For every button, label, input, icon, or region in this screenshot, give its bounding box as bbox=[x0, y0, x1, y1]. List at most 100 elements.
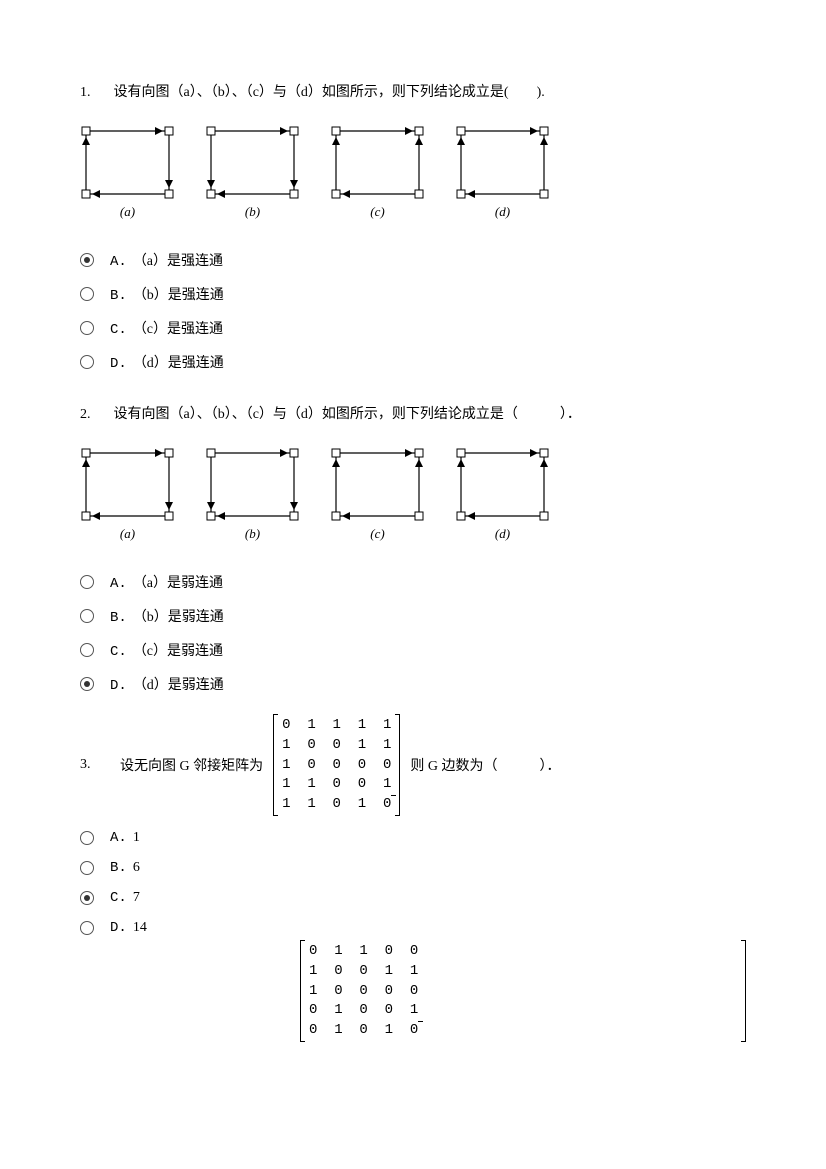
directed-graph-diagram bbox=[205, 447, 300, 522]
option-body: （a）是弱连通 bbox=[133, 576, 223, 591]
q3-number: 3. bbox=[80, 757, 110, 773]
option-row: A. （a）是弱连通 bbox=[80, 572, 746, 592]
option-row: B. 6 bbox=[80, 860, 746, 876]
radio-button[interactable] bbox=[80, 831, 94, 845]
option-letter: C. bbox=[110, 322, 127, 338]
radio-button[interactable] bbox=[80, 575, 94, 589]
diagram-label: (b) bbox=[245, 204, 260, 220]
option-text: B. 6 bbox=[110, 860, 140, 876]
option-letter: D. bbox=[110, 920, 127, 936]
q3-matrix2-content: 0 1 1 0 0 1 0 0 1 1 1 0 0 0 0 0 1 0 0 1 … bbox=[309, 943, 418, 1037]
option-body: 14 bbox=[133, 920, 147, 935]
option-body: （c）是强连通 bbox=[133, 322, 223, 337]
radio-button[interactable] bbox=[80, 287, 94, 301]
q1-number: 1. bbox=[80, 80, 110, 105]
directed-graph-diagram bbox=[80, 125, 175, 200]
option-text: A. 1 bbox=[110, 830, 140, 846]
q2-number: 2. bbox=[80, 402, 110, 427]
option-body: （a）是强连通 bbox=[133, 254, 223, 269]
option-body: （c）是弱连通 bbox=[133, 644, 223, 659]
option-row: B. （b）是弱连通 bbox=[80, 606, 746, 626]
option-letter: A. bbox=[110, 830, 127, 846]
option-row: A. 1 bbox=[80, 830, 746, 846]
option-body: 1 bbox=[133, 830, 140, 845]
directed-graph-diagram bbox=[205, 125, 300, 200]
option-text: A. （a）是弱连通 bbox=[110, 572, 223, 592]
diagram-(d): (d) bbox=[455, 447, 550, 542]
option-letter: B. bbox=[110, 610, 127, 626]
option-body: 7 bbox=[133, 890, 140, 905]
diagram-label: (b) bbox=[245, 526, 260, 542]
radio-button[interactable] bbox=[80, 861, 94, 875]
option-letter: D. bbox=[110, 678, 127, 694]
radio-button[interactable] bbox=[80, 921, 94, 935]
diagram-label: (c) bbox=[370, 204, 384, 220]
option-text: D. 14 bbox=[110, 920, 147, 936]
option-text: D. （d）是强连通 bbox=[110, 352, 224, 372]
q1-options: A. （a）是强连通 B. （b）是强连通 C. （c）是强连通 D. （d）是强连通 bbox=[80, 250, 746, 372]
directed-graph-diagram bbox=[455, 125, 550, 200]
option-body: 6 bbox=[133, 860, 140, 875]
directed-graph-diagram bbox=[330, 447, 425, 522]
option-letter: B. bbox=[110, 860, 127, 876]
q2-diagrams: (a) (b) (c) (d) bbox=[80, 447, 746, 542]
option-body: （b）是弱连通 bbox=[133, 610, 224, 625]
radio-button[interactable] bbox=[80, 609, 94, 623]
option-text: C. （c）是弱连通 bbox=[110, 640, 223, 660]
option-letter: D. bbox=[110, 356, 127, 372]
directed-graph-diagram bbox=[455, 447, 550, 522]
diagram-label: (a) bbox=[120, 204, 135, 220]
diagram-(c): (c) bbox=[330, 447, 425, 542]
option-text: B. （b）是弱连通 bbox=[110, 606, 224, 626]
diagram-label: (a) bbox=[120, 526, 135, 542]
option-row: D. 14 bbox=[80, 920, 746, 936]
option-text: C. （c）是强连通 bbox=[110, 318, 223, 338]
q3-matrix-content: 0 1 1 1 1 1 0 0 1 1 1 0 0 0 0 1 1 0 0 1 … bbox=[282, 717, 391, 811]
option-text: B. （b）是强连通 bbox=[110, 284, 224, 304]
diagram-(b): (b) bbox=[205, 125, 300, 220]
q1-body: 设有向图（a）、（b）、（c）与（d）如图所示，则下列结论成立是( ). bbox=[114, 85, 545, 100]
diagram-(b): (b) bbox=[205, 447, 300, 542]
q1-diagrams: (a) (b) (c) (d) bbox=[80, 125, 746, 220]
q2-options: A. （a）是弱连通 B. （b）是弱连通 C. （c）是弱连通 D. （d）是弱连通 bbox=[80, 572, 746, 694]
option-row: B. （b）是强连通 bbox=[80, 284, 746, 304]
option-row: C. 7 bbox=[80, 890, 746, 906]
diagram-label: (d) bbox=[495, 526, 510, 542]
option-letter: A. bbox=[110, 254, 127, 270]
option-text: D. （d）是弱连通 bbox=[110, 674, 224, 694]
radio-button[interactable] bbox=[80, 355, 94, 369]
diagram-label: (c) bbox=[370, 526, 384, 542]
diagram-(a): (a) bbox=[80, 447, 175, 542]
option-letter: B. bbox=[110, 288, 127, 304]
diagram-label: (d) bbox=[495, 204, 510, 220]
q3-matrix2-wrap: 0 1 1 0 0 1 0 0 1 1 1 0 0 0 0 0 1 0 0 1 … bbox=[300, 940, 746, 1042]
q2-body: 设有向图（a）、（b）、（c）与（d）如图所示，则下列结论成立是（ ）． bbox=[114, 407, 581, 422]
diagram-(a): (a) bbox=[80, 125, 175, 220]
option-row: D. （d）是弱连通 bbox=[80, 674, 746, 694]
radio-button[interactable] bbox=[80, 321, 94, 335]
radio-button[interactable] bbox=[80, 677, 94, 691]
radio-button[interactable] bbox=[80, 891, 94, 905]
option-row: C. （c）是强连通 bbox=[80, 318, 746, 338]
q2-text: 2. 设有向图（a）、（b）、（c）与（d）如图所示，则下列结论成立是（ ）． bbox=[80, 402, 746, 427]
option-text: C. 7 bbox=[110, 890, 140, 906]
diagram-(c): (c) bbox=[330, 125, 425, 220]
q3-row: 3. 设无向图 G 邻接矩阵为 0 1 1 1 1 1 0 0 1 1 1 0 … bbox=[80, 714, 746, 816]
directed-graph-diagram bbox=[80, 447, 175, 522]
option-row: C. （c）是弱连通 bbox=[80, 640, 746, 660]
option-body: （d）是强连通 bbox=[133, 356, 224, 371]
q1-text: 1. 设有向图（a）、（b）、（c）与（d）如图所示，则下列结论成立是( ). bbox=[80, 80, 746, 105]
option-letter: C. bbox=[110, 644, 127, 660]
diagram-(d): (d) bbox=[455, 125, 550, 220]
radio-button[interactable] bbox=[80, 253, 94, 267]
option-row: A. （a）是强连通 bbox=[80, 250, 746, 270]
q3-before: 设无向图 G 邻接矩阵为 bbox=[120, 755, 263, 775]
option-letter: C. bbox=[110, 890, 127, 906]
option-letter: A. bbox=[110, 576, 127, 592]
q3-options: A. 1 B. 6 C. 7 D. 14 bbox=[80, 830, 746, 936]
option-body: （d）是弱连通 bbox=[133, 678, 224, 693]
radio-button[interactable] bbox=[80, 643, 94, 657]
q3-matrix: 0 1 1 1 1 1 0 0 1 1 1 0 0 0 0 1 1 0 0 1 … bbox=[273, 714, 400, 816]
option-body: （b）是强连通 bbox=[133, 288, 224, 303]
option-text: A. （a）是强连通 bbox=[110, 250, 223, 270]
